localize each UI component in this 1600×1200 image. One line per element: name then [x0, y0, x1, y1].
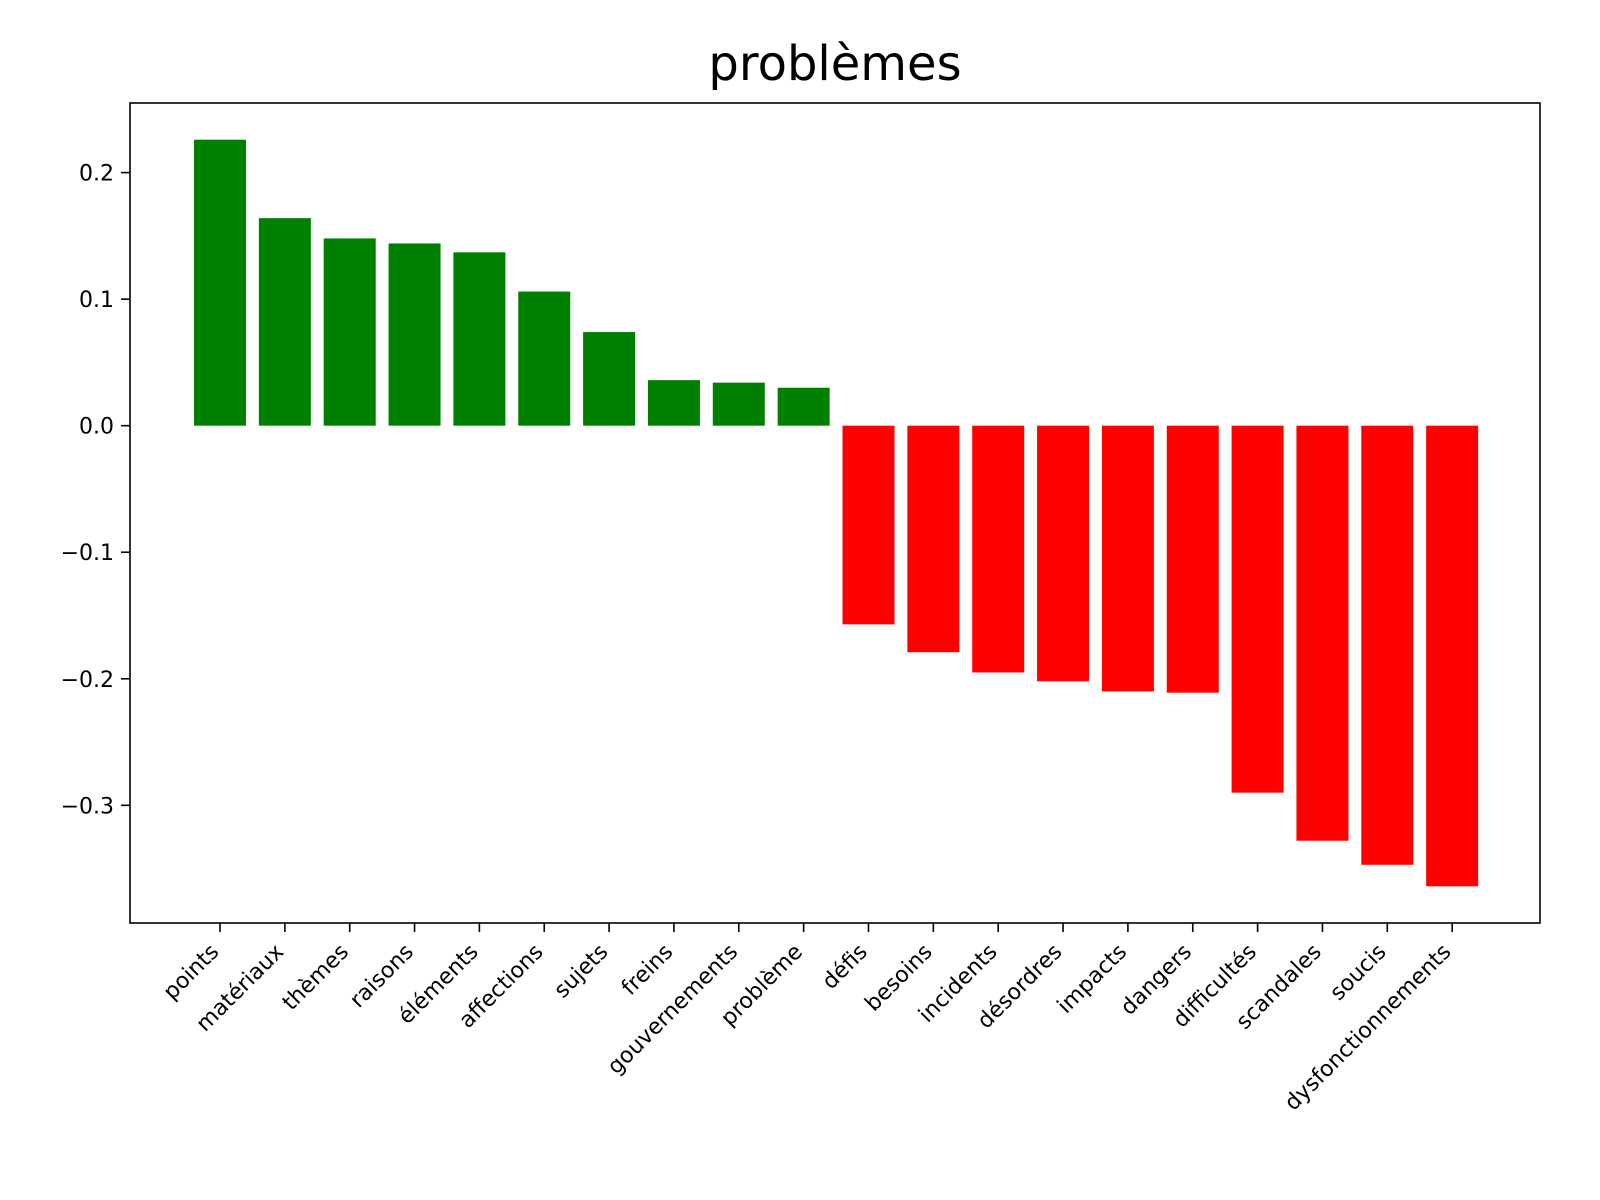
y-axis: 0.2 0.1 0.0 −0.1 −0.2 −0.3: [61, 162, 130, 819]
y-tick-label: −0.2: [61, 668, 114, 693]
bar-freins: [647, 380, 700, 426]
bar-sujets: [583, 332, 636, 426]
plot-frame: [129, 102, 1541, 924]
bar-éléments: [453, 252, 506, 426]
bar-gouvernements: [712, 382, 765, 426]
y-tick-label: −0.3: [61, 794, 114, 819]
x-tick-label: défis: [818, 940, 873, 995]
chart-title: problèmes: [708, 36, 961, 92]
bar-soucis: [1361, 425, 1414, 865]
bar-points: [194, 139, 246, 426]
bar-matériaux: [258, 218, 311, 426]
bar-désordres: [1037, 425, 1090, 682]
y-tick-label: 0.1: [79, 288, 114, 313]
x-tick-label: freins: [617, 940, 678, 1001]
bar-impacts: [1101, 425, 1154, 692]
x-axis: pointsmatériauxthèmesraisonsélémentsaffe…: [159, 923, 1456, 1116]
bar-incidents: [972, 425, 1025, 673]
x-tick-label: thèmes: [278, 940, 354, 1016]
bar-raisons: [388, 243, 441, 426]
y-tick-label: 0.2: [79, 162, 114, 187]
bar-problème: [777, 387, 830, 426]
bar-thèmes: [323, 238, 376, 426]
bar-défis: [842, 425, 895, 625]
y-tick-label: 0.0: [79, 415, 114, 440]
bar-difficultés: [1231, 425, 1284, 793]
bar-dangers: [1166, 425, 1219, 693]
bar-affections: [518, 291, 571, 426]
bar-scandales: [1296, 425, 1349, 841]
bars-group: [194, 139, 1479, 887]
y-tick-label: −0.1: [61, 541, 114, 566]
bar-besoins: [907, 425, 960, 653]
x-tick-label: sujets: [550, 940, 614, 1004]
bar-dysfonctionnements: [1426, 425, 1479, 887]
